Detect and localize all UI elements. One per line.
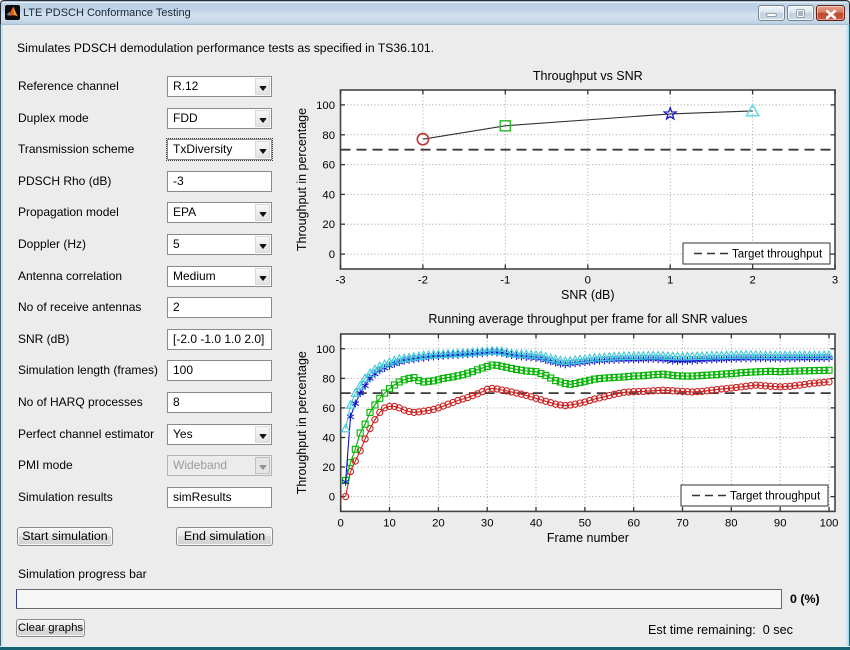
svg-text:20: 20 xyxy=(322,462,335,474)
svg-text:80: 80 xyxy=(322,373,335,385)
svg-text:Throughput vs SNR: Throughput vs SNR xyxy=(533,69,643,83)
svg-text:50: 50 xyxy=(579,518,592,530)
svg-text:80: 80 xyxy=(725,518,738,530)
svg-text:80: 80 xyxy=(322,130,335,142)
svg-text:0: 0 xyxy=(338,518,344,530)
svg-text:Running average throughput per: Running average throughput per frame for… xyxy=(428,312,747,326)
svg-text:SNR (dB): SNR (dB) xyxy=(561,288,614,302)
svg-text:2: 2 xyxy=(749,275,755,287)
svg-text:60: 60 xyxy=(322,160,335,172)
svg-text:90: 90 xyxy=(774,518,787,530)
svg-text:10: 10 xyxy=(383,518,396,530)
svg-text:0: 0 xyxy=(329,249,335,261)
svg-text:60: 60 xyxy=(627,518,640,530)
svg-text:0: 0 xyxy=(329,492,335,504)
svg-text:-2: -2 xyxy=(418,275,428,287)
svg-text:0: 0 xyxy=(585,275,591,287)
svg-text:20: 20 xyxy=(432,518,445,530)
svg-text:30: 30 xyxy=(481,518,494,530)
svg-text:40: 40 xyxy=(530,518,543,530)
svg-text:100: 100 xyxy=(316,344,335,356)
svg-text:1: 1 xyxy=(667,275,673,287)
svg-text:100: 100 xyxy=(820,518,839,530)
svg-text:Target throughput: Target throughput xyxy=(730,491,821,503)
svg-text:Throughput in percentage: Throughput in percentage xyxy=(295,108,309,251)
svg-text:3: 3 xyxy=(832,275,838,287)
svg-text:40: 40 xyxy=(322,189,335,201)
svg-text:Frame number: Frame number xyxy=(547,531,629,545)
svg-text:-3: -3 xyxy=(335,275,345,287)
svg-text:-1: -1 xyxy=(500,275,510,287)
svg-text:60: 60 xyxy=(322,403,335,415)
svg-text:40: 40 xyxy=(322,433,335,445)
svg-text:20: 20 xyxy=(322,219,335,231)
svg-text:70: 70 xyxy=(676,518,689,530)
svg-text:Target throughput: Target throughput xyxy=(732,249,823,261)
svg-text:Throughput in percentage: Throughput in percentage xyxy=(295,351,309,494)
svg-text:100: 100 xyxy=(316,100,335,112)
